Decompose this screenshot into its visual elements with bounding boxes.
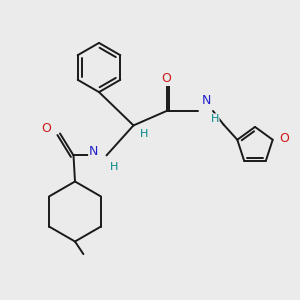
Text: H: H [211, 114, 219, 124]
Text: O: O [279, 132, 289, 145]
Text: N: N [89, 145, 98, 158]
Text: N: N [202, 94, 211, 107]
Text: H: H [110, 162, 118, 172]
Text: O: O [162, 72, 171, 86]
Text: O: O [42, 122, 52, 136]
Text: H: H [140, 129, 148, 139]
